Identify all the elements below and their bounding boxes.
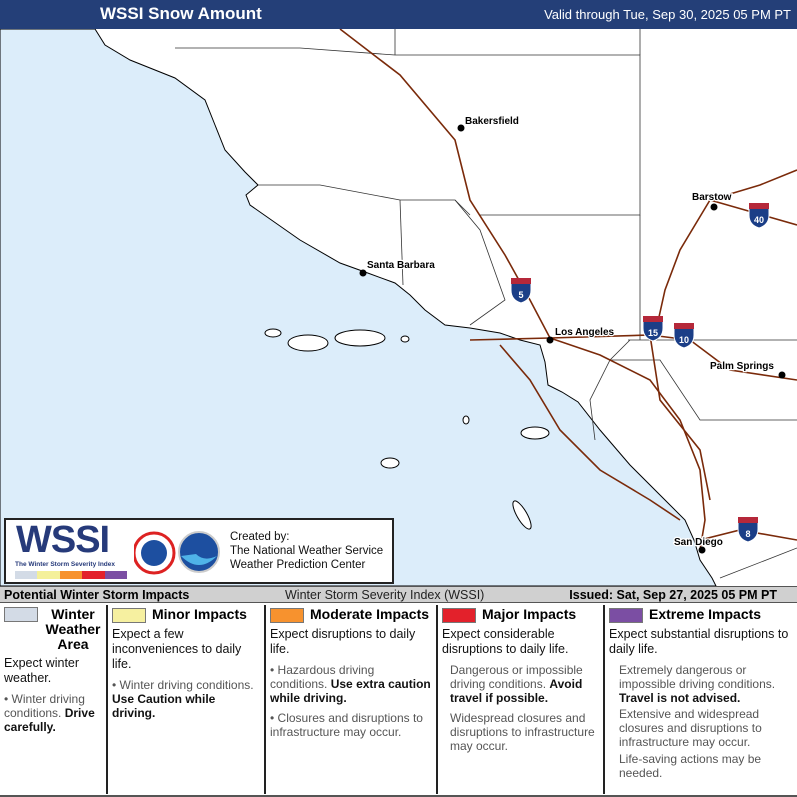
legend-bullet: Winter driving conditions. — [119, 678, 254, 693]
city-label: Santa Barbara — [367, 260, 435, 271]
legend-major: Major Impacts Expect considerable disrup… — [438, 605, 605, 794]
index-name: Winter Storm Severity Index (WSSI) — [285, 588, 485, 602]
legend-bullet-bold: Drive carefully. — [4, 706, 95, 734]
legend-expect: Expect a few inconveniences to daily lif… — [112, 627, 242, 672]
legend-title: Moderate Impacts — [310, 606, 430, 622]
interstate-shield-icon: 15 — [642, 316, 664, 342]
issued-time: Issued: Sat, Sep 27, 2025 05 PM PT — [569, 588, 777, 602]
legend-bullet: Closures and disruptions to infrastructu… — [270, 711, 423, 740]
svg-text:5: 5 — [518, 290, 523, 300]
legend-title: Major Impacts — [482, 606, 577, 622]
created-by-label: Created by: — [230, 531, 290, 543]
interstate-shield-icon: 40 — [748, 203, 770, 229]
legend-bullet: Life-saving actions may be needed. — [619, 752, 762, 781]
legend-expect: Expect disruptions to daily life. — [270, 627, 416, 657]
legend-swatch — [442, 608, 476, 624]
legend-moderate: Moderate Impacts Expect disruptions to d… — [266, 605, 438, 794]
legend-swatch — [4, 607, 38, 622]
legend-expect: Expect winter weather. — [4, 656, 80, 685]
city-label: Bakersfield — [465, 116, 519, 127]
interstate-shield-icon: 8 — [737, 517, 759, 543]
legend-bullet: Extensive and widespread closures and di… — [619, 707, 762, 750]
city-markers — [359, 124, 786, 554]
legend-title: Winter Weather Area — [45, 606, 101, 652]
city-label: Palm Springs — [710, 361, 774, 372]
legend-swatch — [270, 608, 304, 624]
impacts-header-strip: Potential Winter Storm Impacts Winter St… — [0, 586, 797, 603]
legend-bullet-bold: Avoid travel if possible. — [450, 677, 583, 706]
legend-bullet-bold: Use Caution while driving. — [112, 692, 216, 721]
legend-expect: Expect considerable disruptions to daily… — [442, 627, 569, 657]
city-label: Los Angeles — [555, 327, 615, 338]
county-lines — [175, 29, 797, 579]
map-header: WSSI Snow Amount Valid through Tue, Sep … — [0, 0, 797, 29]
creator-wpc: Weather Prediction Center — [230, 559, 366, 571]
legend-minor: Minor Impacts Expect a few inconvenience… — [108, 605, 266, 794]
legend-expect: Expect substantial disruptions to daily … — [609, 627, 789, 657]
legend-bullet-bold: Use extra caution while driving. — [270, 677, 431, 706]
interstate-shield-icon: 5 — [510, 278, 532, 304]
impacts-legend: Winter Weather Area Expect winter weathe… — [0, 603, 797, 797]
legend-bullet: Extremely dangerous or impossible drivin… — [619, 663, 776, 692]
legend-bullet: Winter driving conditions. — [4, 692, 85, 720]
legend-bullet: Widespread closures and disruptions to i… — [450, 711, 595, 754]
nws-noaa-logos-icon — [134, 531, 220, 575]
wssi-logo: WSSI — [16, 519, 110, 561]
legend-bullet: Dangerous or impossible driving conditio… — [450, 663, 583, 692]
legend-swatch — [609, 608, 643, 624]
snow-map: Bakersfield Barstow Santa Barbara Los An… — [0, 29, 797, 586]
legend-title: Minor Impacts — [152, 606, 247, 622]
legend-bullet-bold: Travel is not advised. — [619, 691, 741, 706]
interstate-shield-icon: 10 — [673, 323, 695, 349]
valid-time: Valid through Tue, Sep 30, 2025 05 PM PT — [544, 7, 791, 22]
legend-swatch — [112, 608, 146, 624]
map-title: WSSI Snow Amount — [100, 4, 262, 23]
wssi-logo-box: WSSI The Winter Storm Severity Index Cre… — [4, 518, 394, 584]
creator-nws: The National Weather Service — [230, 545, 384, 557]
impacts-title: Potential Winter Storm Impacts — [4, 588, 190, 602]
legend-winter-weather-area: Winter Weather Area Expect winter weathe… — [0, 605, 108, 794]
legend-extreme: Extreme Impacts Expect substantial disru… — [605, 605, 797, 794]
legend-title: Extreme Impacts — [649, 606, 762, 622]
svg-text:8: 8 — [745, 529, 750, 539]
svg-text:40: 40 — [754, 215, 764, 225]
svg-text:10: 10 — [679, 335, 689, 345]
city-label: Barstow — [692, 192, 732, 203]
svg-text:15: 15 — [648, 328, 658, 338]
ocean — [0, 29, 717, 586]
wssi-color-bar — [15, 571, 128, 579]
legend-bullet: Hazardous driving conditions. — [270, 663, 375, 692]
wssi-tagline: The Winter Storm Severity Index — [15, 561, 115, 568]
islands — [264, 328, 550, 530]
city-label: San Diego — [674, 537, 723, 548]
